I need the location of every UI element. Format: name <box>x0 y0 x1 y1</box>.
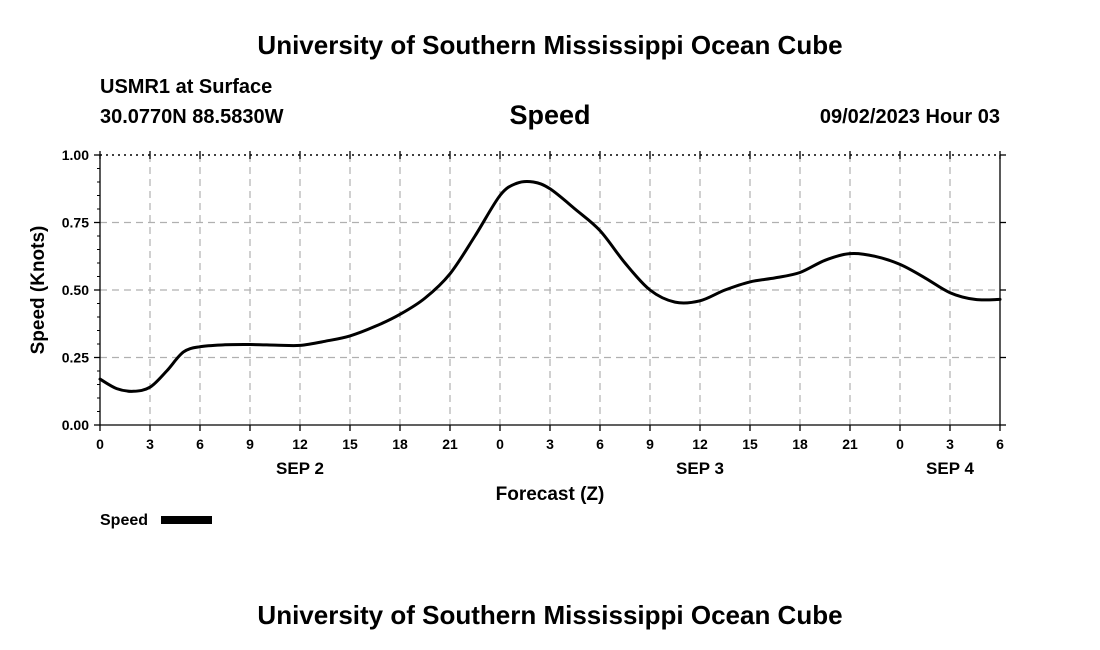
x-tick-label: 6 <box>596 436 604 452</box>
axes <box>94 151 1006 431</box>
series-line-speed <box>98 179 1002 393</box>
legend-swatch <box>161 516 212 524</box>
y-tick-label: 0.00 <box>62 417 89 433</box>
x-tick-label: 18 <box>792 436 808 452</box>
series-layer <box>98 179 1002 393</box>
x-tick-label: 6 <box>996 436 1004 452</box>
x-tick-label: 21 <box>842 436 858 452</box>
y-tick-label: 0.50 <box>62 282 89 298</box>
day-label: SEP 3 <box>676 459 724 478</box>
day-label: SEP 2 <box>276 459 324 478</box>
x-tick-label: 9 <box>646 436 654 452</box>
x-axis-label: Forecast (Z) <box>496 484 605 505</box>
x-tick-label: 3 <box>546 436 554 452</box>
x-tick-label: 12 <box>692 436 708 452</box>
x-tick-label: 21 <box>442 436 458 452</box>
x-tick-label: 6 <box>196 436 204 452</box>
legend: Speed <box>100 512 212 529</box>
x-tick-label: 12 <box>292 436 308 452</box>
x-tick-label: 3 <box>146 436 154 452</box>
y-tick-label: 0.25 <box>62 350 89 366</box>
variable-title: Speed <box>509 100 591 130</box>
coordinates-label: 30.0770N 88.5830W <box>100 106 284 128</box>
x-tick-label: 9 <box>246 436 254 452</box>
footer-title: University of Southern Mississippi Ocean… <box>257 600 843 630</box>
x-tick-label: 15 <box>742 436 758 452</box>
station-label: USMR1 at Surface <box>100 76 273 98</box>
datetime-label: 09/02/2023 Hour 03 <box>819 106 1000 128</box>
legend-label: Speed <box>100 512 148 529</box>
y-tick-label: 1.00 <box>62 147 89 163</box>
y-tick-label: 0.75 <box>62 215 89 231</box>
y-axis-label: Speed (Knots) <box>28 226 49 355</box>
x-tick-label: 3 <box>946 436 954 452</box>
x-tick-label: 15 <box>342 436 358 452</box>
page-title: University of Southern Mississippi Ocean… <box>257 30 843 60</box>
grid <box>100 155 1000 425</box>
day-label: SEP 4 <box>926 459 974 478</box>
x-tick-label: 0 <box>496 436 504 452</box>
axis-labels: 0 3 6 9 12 15 18 21 0 3 6 9 12 15 18 21 0 3 6 0.00 0.25 0.50 0… <box>28 147 1004 505</box>
x-tick-label: 18 <box>392 436 408 452</box>
x-tick-label: 0 <box>896 436 904 452</box>
x-tick-label: 0 <box>96 436 104 452</box>
